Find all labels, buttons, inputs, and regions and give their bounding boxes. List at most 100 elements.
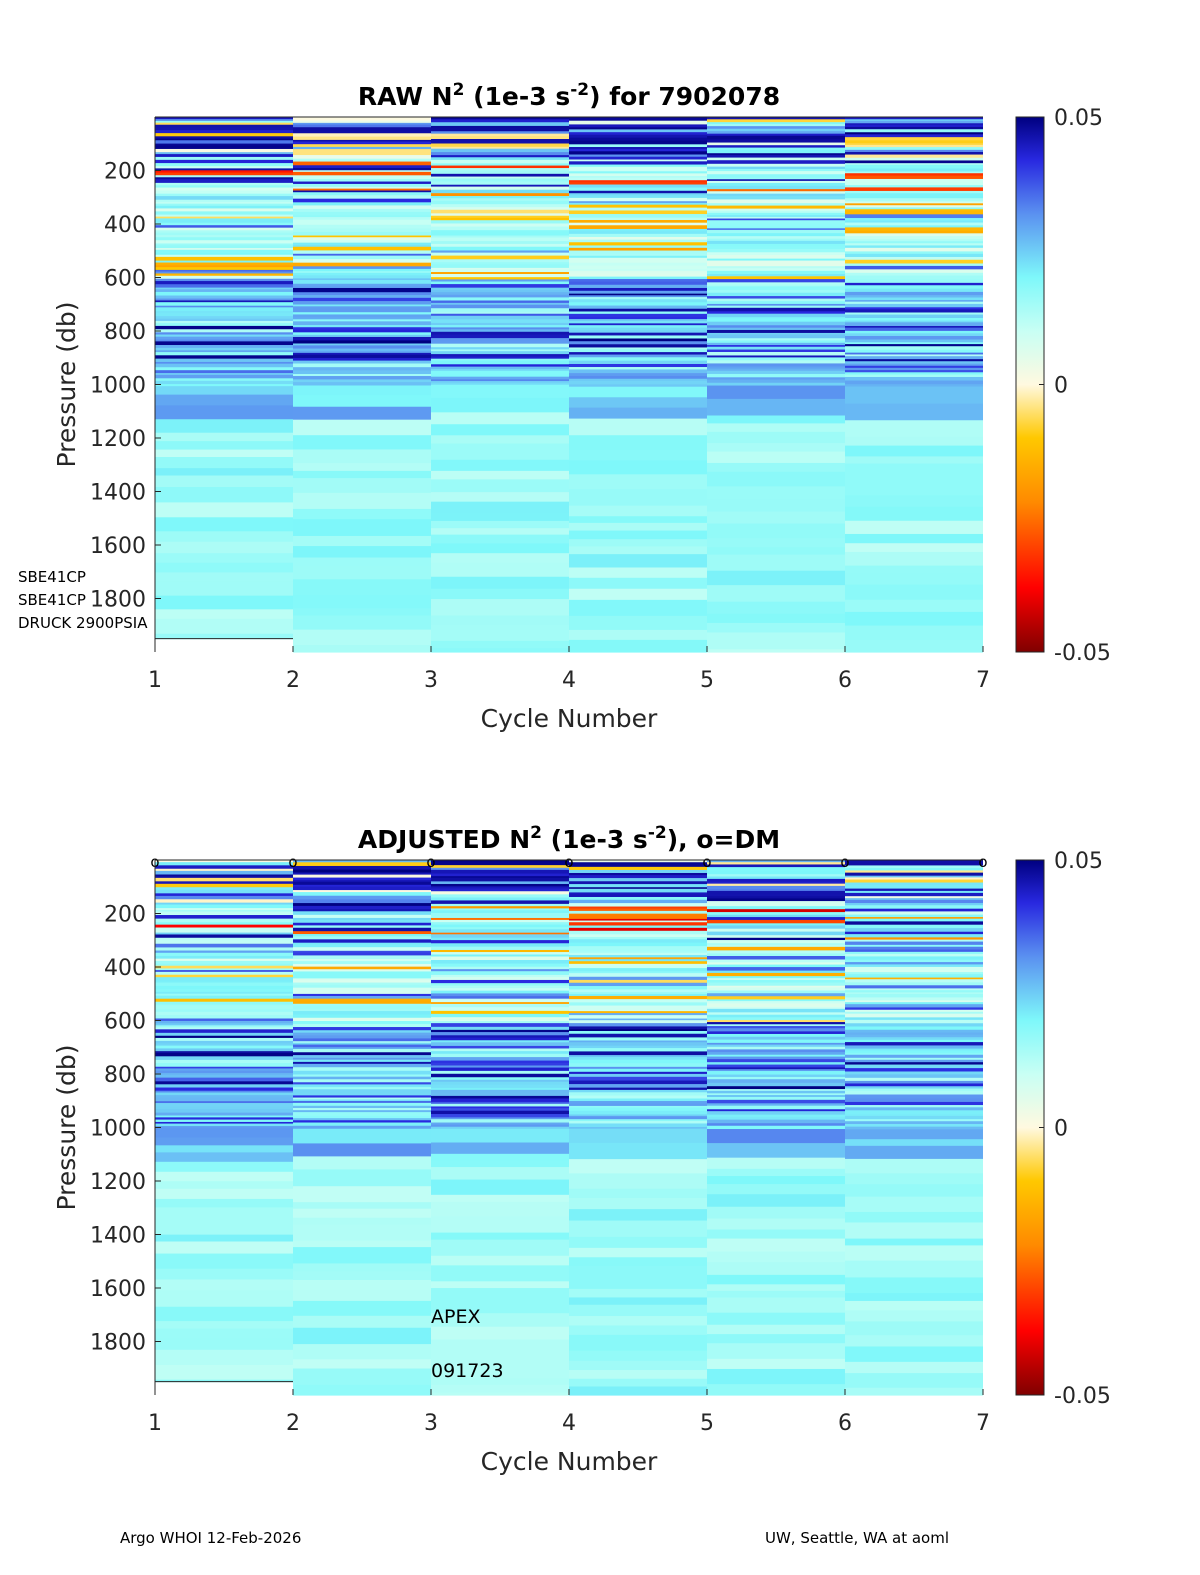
heat-cell bbox=[293, 959, 431, 962]
heat-cell bbox=[293, 149, 431, 154]
heat-cell bbox=[845, 921, 983, 926]
heat-cell bbox=[155, 370, 293, 374]
heat-cell bbox=[155, 1006, 293, 1010]
heat-cell bbox=[707, 260, 845, 265]
colorbar-tick-label: 0 bbox=[1054, 374, 1068, 399]
heat-cell bbox=[155, 868, 293, 872]
heat-cell bbox=[293, 266, 431, 270]
heat-cell bbox=[431, 1060, 569, 1064]
heat-cell bbox=[569, 1018, 707, 1021]
heat-cell bbox=[155, 182, 293, 186]
heat-cell bbox=[155, 146, 293, 150]
heat-cell bbox=[845, 962, 983, 966]
heat-cell bbox=[569, 1116, 707, 1120]
heat-cell bbox=[293, 352, 431, 356]
heat-cell bbox=[845, 193, 983, 196]
heat-cell bbox=[845, 301, 983, 305]
heat-cell bbox=[845, 322, 983, 327]
heat-cell bbox=[845, 959, 983, 963]
heat-cell bbox=[569, 210, 707, 215]
heat-cell bbox=[293, 1263, 431, 1272]
heat-cell bbox=[845, 890, 983, 894]
heat-cell bbox=[707, 1007, 845, 1010]
heat-cell bbox=[293, 219, 431, 223]
heat-cell bbox=[569, 989, 707, 993]
heat-cell bbox=[155, 965, 293, 970]
heat-cell bbox=[569, 892, 707, 895]
heat-cell bbox=[707, 1251, 845, 1263]
heat-cell bbox=[845, 300, 983, 303]
x-tick-label: 1 bbox=[148, 1411, 162, 1436]
heat-cell bbox=[845, 259, 983, 265]
heat-cell bbox=[431, 528, 569, 536]
heat-cell bbox=[155, 895, 293, 900]
y-tick-label: 1600 bbox=[90, 534, 146, 559]
heat-cell bbox=[155, 275, 293, 280]
heat-cell bbox=[293, 895, 431, 900]
heat-cell bbox=[569, 176, 707, 179]
heat-cell bbox=[155, 927, 293, 931]
heat-cell bbox=[155, 1306, 293, 1322]
heat-cell bbox=[707, 912, 845, 916]
heat-cell bbox=[707, 1082, 845, 1087]
heat-cell bbox=[155, 531, 293, 543]
heat-cell bbox=[431, 1026, 569, 1031]
heat-cell bbox=[569, 1107, 707, 1112]
heat-cell bbox=[155, 1032, 293, 1037]
heat-cell bbox=[293, 1359, 431, 1370]
heat-cell bbox=[293, 275, 431, 279]
heat-cell bbox=[845, 346, 983, 351]
heat-cell bbox=[431, 1288, 569, 1300]
heat-cell bbox=[293, 1074, 431, 1078]
heat-cell bbox=[707, 1062, 845, 1066]
heat-cell bbox=[293, 133, 431, 138]
heat-cell bbox=[293, 1202, 431, 1210]
heat-cell bbox=[845, 1145, 983, 1160]
heat-cell bbox=[569, 1002, 707, 1007]
heat-cell bbox=[707, 266, 845, 269]
heat-cell bbox=[707, 145, 845, 149]
heat-cell bbox=[569, 460, 707, 475]
heat-cell bbox=[707, 878, 845, 883]
heat-cell bbox=[707, 289, 845, 294]
heat-cell bbox=[845, 320, 983, 323]
heat-cell bbox=[431, 648, 569, 653]
heat-cell bbox=[155, 1321, 293, 1330]
heat-cell bbox=[431, 213, 569, 217]
heat-cell bbox=[155, 1040, 293, 1044]
heat-cell bbox=[431, 888, 569, 892]
heat-cell bbox=[431, 993, 569, 997]
heat-cell bbox=[293, 312, 431, 316]
heat-cell bbox=[155, 243, 293, 246]
heat-cell bbox=[155, 386, 293, 396]
heat-cell bbox=[431, 1065, 569, 1069]
heat-cell bbox=[845, 939, 983, 943]
heat-cell bbox=[155, 562, 293, 574]
heat-cell bbox=[155, 874, 293, 877]
heat-cell bbox=[431, 322, 569, 326]
heat-cell bbox=[293, 565, 431, 580]
heat-cell bbox=[293, 183, 431, 188]
heat-cell bbox=[707, 925, 845, 930]
heat-cell bbox=[431, 1084, 569, 1089]
dm-marker: o bbox=[564, 853, 573, 871]
heat-cell bbox=[569, 166, 707, 171]
heat-cell bbox=[155, 958, 293, 962]
heat-cell bbox=[569, 976, 707, 981]
heat-cell bbox=[569, 1007, 707, 1012]
heat-cell bbox=[155, 284, 293, 289]
heat-cell bbox=[431, 1017, 569, 1020]
heat-cell bbox=[845, 164, 983, 170]
heat-cell bbox=[155, 1018, 293, 1022]
heat-cell bbox=[569, 140, 707, 145]
heat-cell bbox=[845, 1387, 983, 1396]
y-tick-label: 1400 bbox=[90, 481, 146, 506]
heat-cell bbox=[569, 1350, 707, 1362]
heat-cell bbox=[155, 970, 293, 973]
heat-cell bbox=[293, 886, 431, 891]
heat-cell bbox=[431, 133, 569, 137]
heat-cell bbox=[293, 892, 431, 897]
heat-cell bbox=[569, 918, 707, 922]
heat-cell bbox=[845, 1098, 983, 1103]
